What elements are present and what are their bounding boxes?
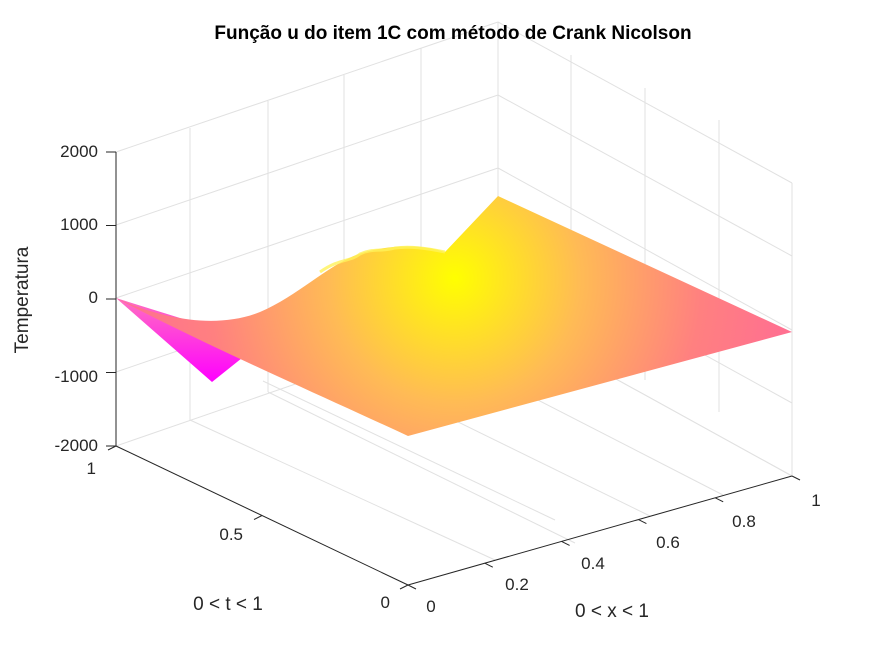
surface-main <box>116 196 792 436</box>
x-tick <box>407 584 417 590</box>
chart-title: Função u do item 1C com método de Crank … <box>214 23 691 44</box>
x-tick-labels: 0 0.2 0.4 0.6 0.8 1 <box>426 491 820 616</box>
x-axis-label: 0 < x < 1 <box>575 601 649 622</box>
x-tick <box>714 497 724 503</box>
t-tick-labels: 1 0.5 0 <box>87 459 390 612</box>
t-tick <box>399 584 409 590</box>
t-tick-label: 0 <box>381 593 390 612</box>
z-tick-label: 2000 <box>60 142 98 161</box>
x-tick-label: 0.8 <box>732 512 756 531</box>
x-tick-label: 0 <box>426 597 435 616</box>
t-tick-label: 0.5 <box>219 525 243 544</box>
x-tick-label: 0.6 <box>656 533 680 552</box>
t-tick-label: 1 <box>87 459 96 478</box>
x-tick <box>484 562 494 568</box>
z-tick-labels: 2000 1000 0 -1000 -2000 <box>55 142 98 455</box>
x-tick <box>561 540 570 546</box>
temperature-surface <box>116 196 792 436</box>
z-tick-label: 0 <box>89 288 98 307</box>
t-axis-label: 0 < t < 1 <box>193 594 263 615</box>
x-tick-label: 0.2 <box>505 575 529 594</box>
z-tick-label: 1000 <box>60 215 98 234</box>
x-tick <box>638 519 647 525</box>
t-tick <box>253 515 263 520</box>
tick-marks <box>106 151 801 590</box>
surface-crest <box>319 245 446 274</box>
z-tick-label: -1000 <box>55 367 98 386</box>
z-tick-label: -2000 <box>55 436 98 455</box>
x-tick-label: 0.4 <box>581 554 605 573</box>
surface-dip <box>116 298 262 382</box>
z-axis-label: Temperatura <box>12 246 33 353</box>
x-axis-line <box>407 475 793 586</box>
x-tick-label: 1 <box>811 491 820 510</box>
x-tick <box>791 475 801 481</box>
t-tick <box>107 445 117 451</box>
